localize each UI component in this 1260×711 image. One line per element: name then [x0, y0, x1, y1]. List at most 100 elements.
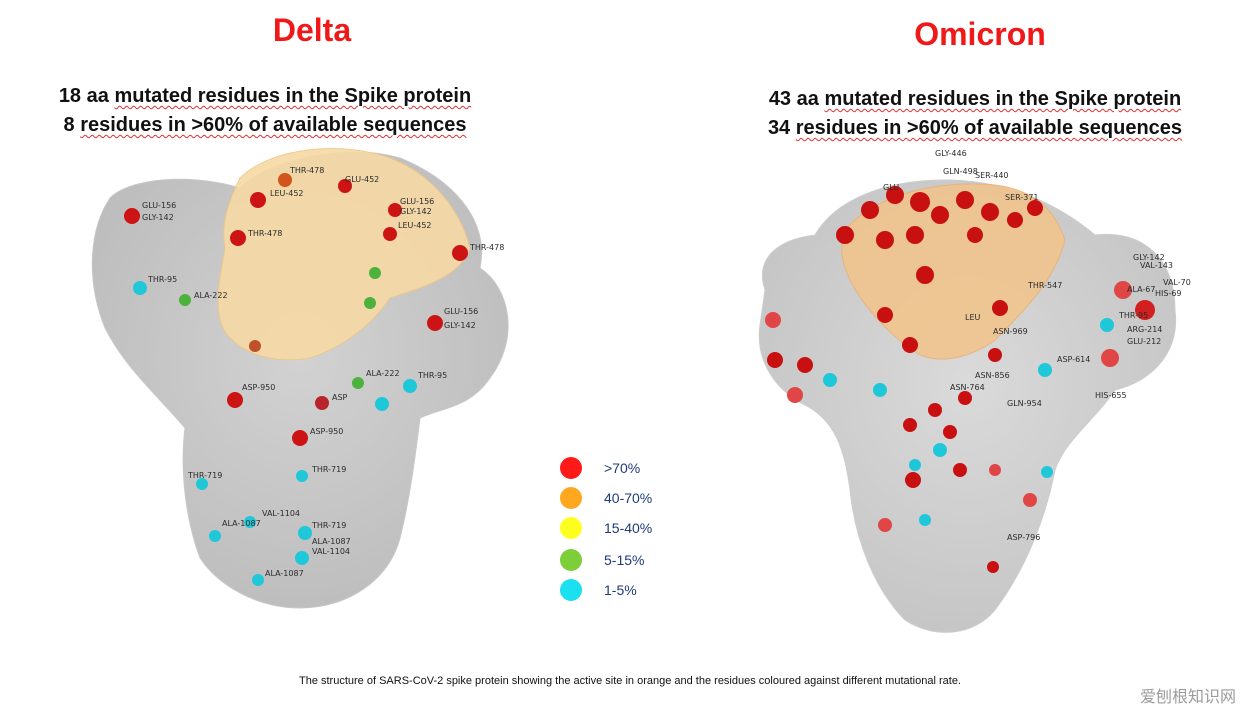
omicron-line1-text: mutated residues in the Spike protein	[824, 88, 1182, 110]
sphere	[943, 425, 957, 439]
residue-label: GLU-156	[444, 307, 478, 316]
residue-label: THR-95	[1118, 311, 1148, 320]
residue-label: GLU-452	[345, 175, 379, 184]
sphere	[902, 337, 918, 353]
omicron-active-site	[841, 183, 1066, 360]
sphere	[278, 173, 292, 187]
sphere	[933, 443, 947, 457]
residue-label: ALA-222	[366, 369, 400, 378]
residue-label: ALA-222	[194, 291, 228, 300]
sphere	[179, 294, 191, 306]
sphere	[244, 516, 256, 528]
sphere	[1135, 300, 1155, 320]
legend-label: >70%	[604, 460, 641, 476]
sphere	[767, 352, 783, 368]
sphere	[383, 227, 397, 241]
sphere	[227, 392, 243, 408]
residue-label: ASP-796	[1007, 533, 1040, 542]
legend-item: 1-5%	[560, 577, 637, 603]
sphere	[388, 203, 402, 217]
sphere	[352, 377, 364, 389]
residue-label: GLU-156	[400, 197, 434, 206]
residue-label: SER-440	[975, 171, 1009, 180]
residue-label: HIS-69	[1155, 289, 1182, 298]
sphere	[958, 391, 972, 405]
residue-label: GLY-142	[400, 207, 432, 216]
sphere	[873, 383, 887, 397]
sphere	[967, 227, 983, 243]
sphere	[295, 551, 309, 565]
residue-label: GLU-212	[1127, 337, 1161, 346]
residue-label: HIS-655	[1095, 391, 1127, 400]
sphere	[992, 300, 1008, 316]
sphere	[987, 561, 999, 573]
omicron-headline: 43 aa mutated residues in the Spike prot…	[740, 85, 1210, 143]
residue-label: VAL-1104	[262, 509, 300, 518]
residue-label: GLU-156	[142, 201, 176, 210]
sphere	[250, 192, 266, 208]
sphere	[906, 226, 924, 244]
legend-item: 15-40%	[560, 515, 652, 541]
sphere	[298, 526, 312, 540]
residue-label: ARG-214	[1127, 325, 1162, 334]
sphere	[375, 397, 389, 411]
delta-mutation-count: 18 aa	[58, 85, 109, 107]
residue-label: GLY-142	[1133, 253, 1165, 262]
omicron-line1: 43 aa mutated residues in the Spike prot…	[740, 85, 1210, 114]
sphere	[928, 403, 942, 417]
sphere	[296, 470, 308, 482]
sphere	[765, 312, 781, 328]
sphere	[1023, 493, 1037, 507]
residue-label: GLY-142	[142, 213, 174, 222]
sphere	[877, 307, 893, 323]
residue-label: ASN-969	[993, 327, 1028, 336]
sphere	[886, 186, 904, 204]
sphere	[452, 245, 468, 261]
sphere	[903, 418, 917, 432]
residue-label: THR-478	[469, 243, 504, 252]
legend-item: 5-15%	[560, 547, 644, 573]
legend-swatch	[560, 487, 582, 509]
residue-label: THR-95	[417, 371, 447, 380]
delta-residue-labels: THR-478 LEU-452 GLU-452 GLU-156 GLY-142 …	[142, 166, 504, 578]
delta-line1: 18 aa mutated residues in the Spike prot…	[30, 82, 500, 111]
sphere	[196, 478, 208, 490]
sphere	[836, 226, 854, 244]
sphere	[989, 464, 1001, 476]
residue-label: THR-719	[311, 465, 346, 474]
omicron-residue-labels: GLY-446 GLN-498 SER-440 GLU SER-371 GLY-…	[883, 149, 1191, 542]
legend-swatch	[560, 457, 582, 479]
omicron-line2-text: residues in >60% of available sequences	[795, 117, 1183, 139]
residue-label: SER-371	[1005, 193, 1039, 202]
residue-label: THR-478	[289, 166, 324, 175]
omicron-mutation-count: 43 aa	[768, 88, 819, 110]
residue-label: GLY-142	[444, 321, 476, 330]
residue-label: LEU-452	[398, 221, 432, 230]
residue-label: GLN-954	[1007, 399, 1042, 408]
residue-label: ASP-614	[1057, 355, 1090, 364]
sphere	[910, 192, 930, 212]
legend-swatch	[560, 579, 582, 601]
sphere	[919, 514, 931, 526]
delta-title: Delta	[272, 12, 352, 48]
sphere	[209, 530, 221, 542]
residue-label: VAL-143	[1140, 261, 1173, 270]
omicron-line2: 34 residues in >60% of available sequenc…	[740, 114, 1210, 143]
delta-line1-text: mutated residues in the Spike protein	[114, 85, 472, 107]
omicron-residue-count: 34	[767, 117, 791, 139]
residue-label: ASP	[332, 393, 348, 402]
residue-label: VAL-1104	[312, 547, 350, 556]
sphere	[1114, 281, 1132, 299]
legend-label: 40-70%	[604, 490, 653, 506]
delta-residue-count: 8	[63, 114, 75, 136]
legend-label: 5-15%	[604, 552, 645, 568]
residue-label: ALA-67	[1127, 285, 1155, 294]
residue-label: THR-547	[1027, 281, 1062, 290]
sphere	[956, 191, 974, 209]
figure-caption: The structure of SARS-CoV-2 spike protei…	[298, 675, 961, 687]
sphere	[981, 203, 999, 221]
sphere	[953, 463, 967, 477]
sphere	[124, 208, 140, 224]
watermark: 爱刨根知识网	[1139, 687, 1236, 706]
legend-label: 1-5%	[604, 582, 637, 598]
